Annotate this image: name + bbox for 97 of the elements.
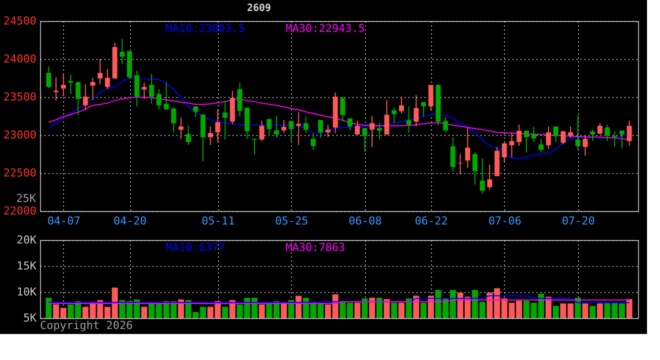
candlestick xyxy=(406,106,412,134)
candlestick xyxy=(90,77,96,100)
candlestick xyxy=(384,99,390,136)
candlestick xyxy=(46,66,52,89)
x-tick-label: 07-20 xyxy=(562,214,595,228)
candlestick xyxy=(428,84,434,111)
y-tick-label: 22500 xyxy=(3,166,36,180)
candlestick xyxy=(612,130,618,148)
candlestick xyxy=(362,128,368,152)
candlestick xyxy=(626,120,632,146)
x-tick-label: 07-06 xyxy=(488,214,522,228)
candlestick xyxy=(149,73,154,104)
candlestick xyxy=(244,107,250,140)
x-tick-label: 05-11 xyxy=(202,214,235,228)
text: MA30:7863 xyxy=(286,241,346,254)
candlestick xyxy=(186,125,191,146)
text: MA10:6377 xyxy=(166,241,226,254)
text: Copyright 2026 xyxy=(40,319,133,332)
candlestick xyxy=(259,120,264,142)
candlestick xyxy=(215,109,220,143)
candlestick xyxy=(98,58,103,85)
x-tick-label: 04-20 xyxy=(113,214,147,228)
candlestick xyxy=(560,130,566,145)
candlestick xyxy=(348,118,353,131)
candlestick xyxy=(414,94,419,127)
candlestick xyxy=(274,115,280,138)
chart-title: 2609 xyxy=(246,3,272,14)
y-tick-label: 20K xyxy=(16,234,37,246)
candlestick xyxy=(376,122,382,140)
candlestick xyxy=(104,68,110,90)
candlestick xyxy=(509,132,514,158)
candlestick xyxy=(171,106,176,133)
candlestick xyxy=(310,132,316,150)
candlestick xyxy=(68,74,74,95)
candlestick xyxy=(134,70,140,107)
candlestick xyxy=(230,90,235,125)
candlestick xyxy=(538,138,544,153)
candlestick xyxy=(392,107,397,124)
candlestick xyxy=(340,96,346,122)
candlestick xyxy=(178,117,184,140)
candlestick xyxy=(582,135,588,156)
candlestick xyxy=(590,129,596,142)
candlestick xyxy=(303,116,308,134)
candlestick xyxy=(354,120,360,136)
candlestick xyxy=(546,126,551,150)
candlestick xyxy=(524,130,529,153)
candlestick xyxy=(208,126,213,146)
candlestick xyxy=(398,96,404,114)
candlestick xyxy=(597,122,602,136)
candlestick xyxy=(487,164,492,190)
x-tick-label: 06-22 xyxy=(414,214,448,228)
candlestick xyxy=(450,136,456,172)
candlestick xyxy=(60,73,66,97)
candlestick xyxy=(164,82,169,111)
text: MA10:23003.5 xyxy=(166,22,246,35)
x-tick-label: 06-08 xyxy=(348,214,382,228)
candlestick xyxy=(296,112,302,146)
y-tick-label: 5K xyxy=(23,312,37,324)
candlestick xyxy=(142,82,147,100)
candlestick xyxy=(421,102,426,118)
candlestick xyxy=(516,124,522,146)
text: 25K xyxy=(16,192,36,205)
candlestick xyxy=(200,114,206,162)
candlestick xyxy=(531,126,536,143)
y-tick-label: 24500 xyxy=(3,14,36,28)
candlestick xyxy=(553,126,558,143)
candlestick xyxy=(604,124,610,142)
candlestick xyxy=(502,142,507,162)
candlestick xyxy=(252,138,257,156)
candlestick xyxy=(266,118,272,137)
x-tick-label: 05-25 xyxy=(275,214,308,228)
candlestick xyxy=(480,158,485,194)
candlestick xyxy=(76,82,81,116)
text: MA30:22943.5 xyxy=(286,22,366,35)
candlestick xyxy=(120,38,125,65)
y-tick-label: 10K xyxy=(16,286,37,298)
y-tick-label: 15K xyxy=(16,260,37,272)
y-tick-label: 23000 xyxy=(3,128,36,142)
candlestick xyxy=(237,82,242,118)
candlestick xyxy=(568,126,574,138)
y-tick-label: 22000 xyxy=(3,204,36,218)
candlestick xyxy=(82,84,88,111)
candlestick xyxy=(288,120,294,143)
candlestick xyxy=(465,128,470,168)
candlestick xyxy=(222,100,228,140)
candlestick xyxy=(156,88,162,110)
x-tick-label: 04-07 xyxy=(47,214,80,228)
candlestick xyxy=(619,130,624,149)
candlestick xyxy=(575,114,580,150)
candlestick xyxy=(325,124,330,138)
y-tick-label: 24000 xyxy=(3,52,36,66)
candlestick xyxy=(472,152,478,186)
candlestick xyxy=(318,120,324,138)
y-tick-label: 23500 xyxy=(3,90,36,104)
candlestick xyxy=(281,120,286,134)
candlestick xyxy=(443,116,448,133)
candlestick xyxy=(370,116,375,148)
